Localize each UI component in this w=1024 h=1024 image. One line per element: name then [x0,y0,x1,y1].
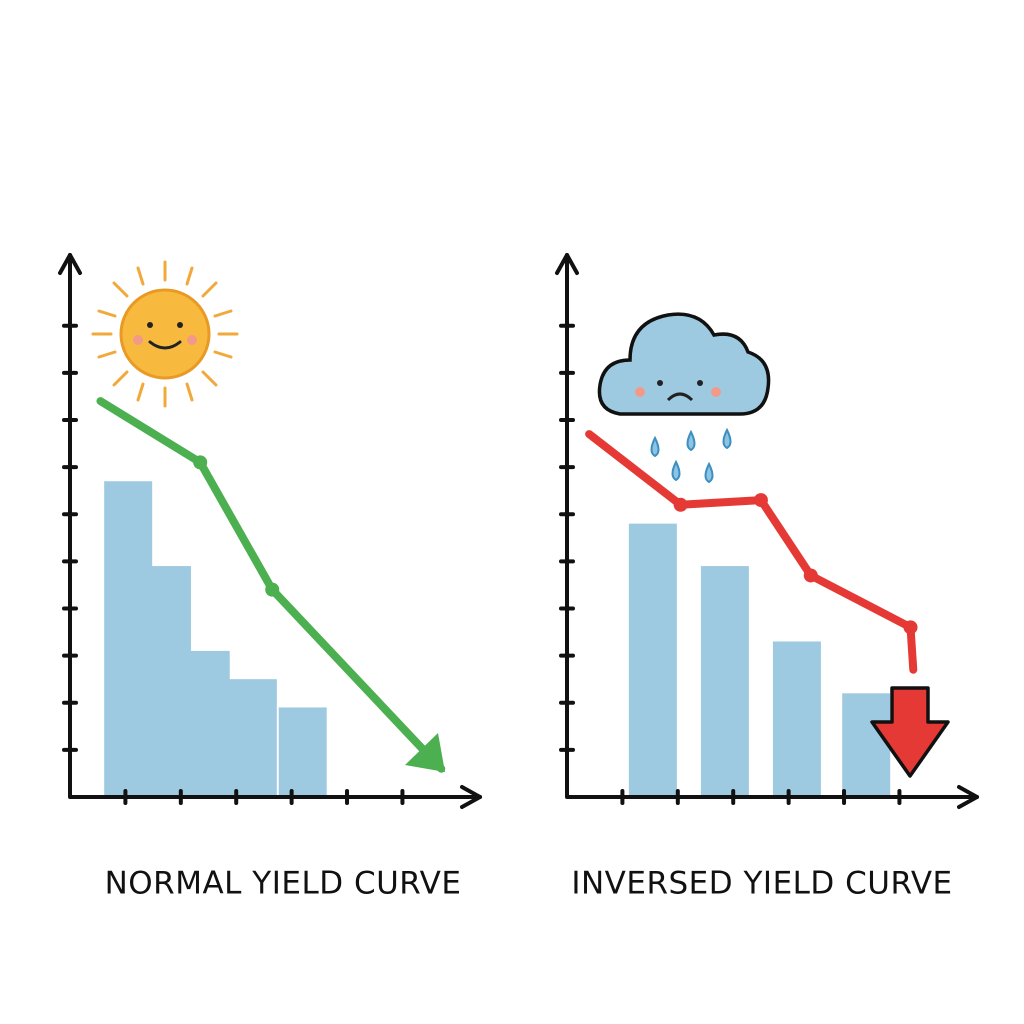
yield-line [585,430,918,674]
bar [228,679,277,797]
x-axis-arrow [460,785,482,809]
bar [772,641,821,797]
axes [565,253,979,799]
x-axis-arrow [957,785,979,809]
bar [278,707,327,797]
bar [842,693,891,797]
y-axis-arrow [555,253,579,275]
rain-cloud-icon [597,312,771,484]
line-point [903,620,918,635]
line-point [265,582,280,597]
line-point [753,493,768,508]
bar [181,650,230,797]
bar [628,523,677,797]
trend-arrowhead [405,733,445,772]
line-point [803,568,818,583]
line-point [673,497,688,512]
chart-title: NORMAL YIELD CURVE [105,866,462,902]
yield-line [96,397,446,773]
chart-title: INVERSED YIELD CURVE [571,866,952,902]
axes [68,253,482,799]
bar [700,566,749,797]
line-point [193,455,208,470]
charts: NORMAL YIELD CURVE INVERSED YIELD CURVE [58,253,979,902]
sun-icon [91,260,239,408]
y-axis-arrow [58,253,82,275]
down-arrow [870,686,950,778]
